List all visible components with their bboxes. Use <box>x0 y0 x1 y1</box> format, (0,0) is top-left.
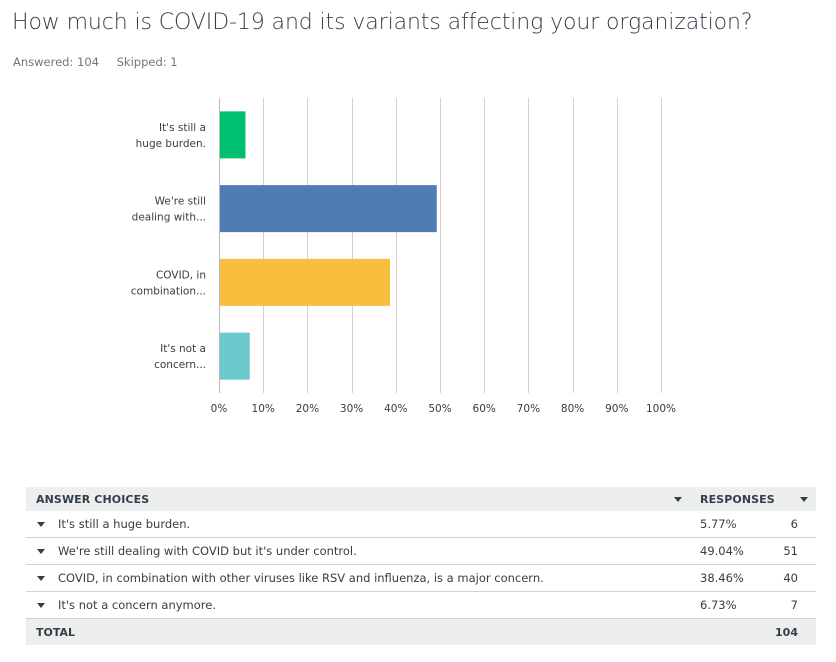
expand-caret-icon[interactable] <box>37 602 45 608</box>
category-label: COVID, in <box>156 269 206 281</box>
x-tick-label: 50% <box>428 403 451 415</box>
response-percent: 38.46% <box>700 571 744 585</box>
answer-choice: COVID, in combination with other viruses… <box>26 565 690 591</box>
table-total-row: TOTAL 104 <box>26 619 816 645</box>
bar-chart: 0% 10% 20% 30% 40% 50% 60% 70% 80% 90% 100% It's st… <box>131 98 676 415</box>
response-count: 51 <box>783 544 798 558</box>
response-count: 40 <box>783 571 798 585</box>
answer-choice: We're still dealing with COVID but it's … <box>26 538 690 564</box>
table-row: It's not a concern anymore. 6.73% 7 <box>26 592 816 619</box>
answer-choice: It's not a concern anymore. <box>26 592 690 618</box>
response-stats: Answered: 104 Skipped: 1 <box>13 55 192 69</box>
x-tick-label: 100% <box>646 403 676 415</box>
category-label: huge burden. <box>136 138 206 150</box>
bar-3 <box>220 258 390 306</box>
table-row: It's still a huge burden. 5.77% 6 <box>26 511 816 538</box>
x-tick-label: 80% <box>561 403 584 415</box>
expand-caret-icon[interactable] <box>37 548 45 554</box>
answer-choice-label: It's not a concern anymore. <box>58 598 217 612</box>
answer-choices-header: ANSWER CHOICES <box>36 492 150 506</box>
x-tick-label: 0% <box>211 403 228 415</box>
expand-caret-icon[interactable] <box>37 575 45 581</box>
table-row: We're still dealing with COVID but it's … <box>26 538 816 565</box>
answered-count: Answered: 104 <box>13 55 99 69</box>
expand-caret-icon[interactable] <box>37 521 45 527</box>
bar-2 <box>220 185 437 233</box>
table-row: COVID, in combination with other viruses… <box>26 565 816 592</box>
response-count: 6 <box>790 517 798 531</box>
answer-choice-label: It's still a huge burden. <box>58 517 191 531</box>
category-label: It's still a <box>159 122 206 134</box>
answer-table: ANSWER CHOICES RESPONSES It's still a hu… <box>26 487 816 645</box>
category-label: dealing with... <box>132 212 206 224</box>
table-header: ANSWER CHOICES RESPONSES <box>26 487 816 511</box>
skipped-count: Skipped: 1 <box>116 55 178 69</box>
responses-header: RESPONSES <box>700 492 775 506</box>
answer-choice: It's still a huge burden. <box>26 511 690 537</box>
response-percent: 6.73% <box>700 598 737 612</box>
x-tick-label: 90% <box>605 403 628 415</box>
total-label: TOTAL <box>36 625 76 639</box>
total-count: 104 <box>775 625 798 639</box>
x-tick-label: 40% <box>384 403 407 415</box>
answer-choice-label: We're still dealing with COVID but it's … <box>58 544 357 558</box>
x-tick-label: 20% <box>296 403 319 415</box>
category-label: We're still <box>155 196 206 208</box>
sort-responses-caret-icon[interactable] <box>800 497 808 502</box>
sort-choices-caret-icon[interactable] <box>674 497 682 502</box>
x-tick-label: 60% <box>473 403 496 415</box>
response-percent: 49.04% <box>700 544 744 558</box>
bar-1 <box>220 111 246 159</box>
x-tick-label: 10% <box>252 403 275 415</box>
response-percent: 5.77% <box>700 517 737 531</box>
category-label: concern... <box>154 359 206 371</box>
bar-4 <box>220 332 250 380</box>
x-tick-label: 70% <box>517 403 540 415</box>
category-label: It's not a <box>160 343 206 355</box>
response-count: 7 <box>790 598 798 612</box>
question-title: How much is COVID-19 and its variants af… <box>12 10 753 35</box>
x-tick-label: 30% <box>340 403 363 415</box>
category-label: combination... <box>131 285 206 297</box>
answer-choice-label: COVID, in combination with other viruses… <box>58 571 544 585</box>
